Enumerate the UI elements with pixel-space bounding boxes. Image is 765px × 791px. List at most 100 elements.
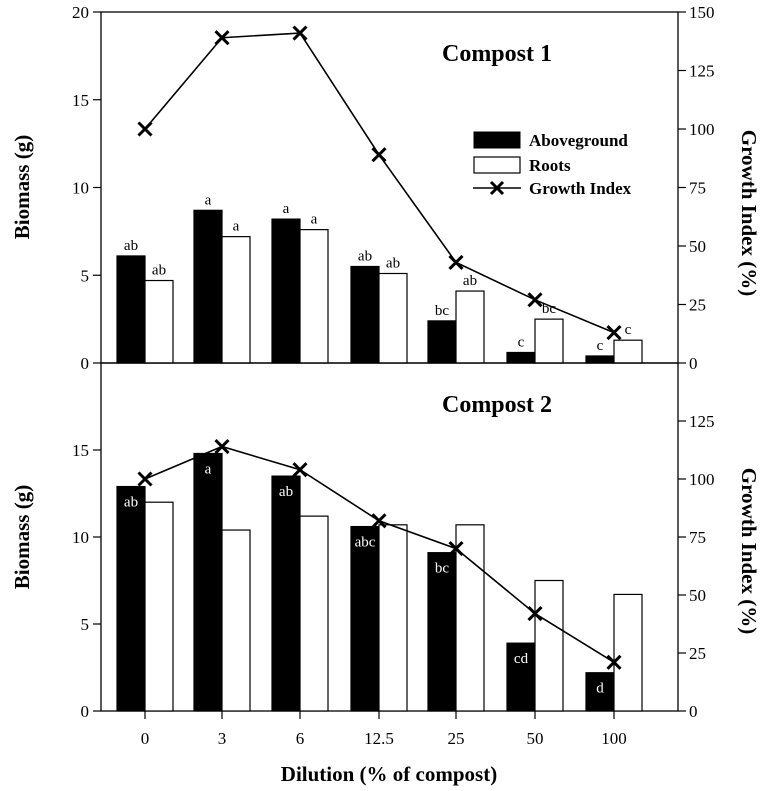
y-tick-label: 0	[81, 354, 90, 373]
x-tick-label: 6	[296, 729, 305, 748]
bar-aboveground	[116, 255, 146, 364]
y2-tick-label: 0	[689, 702, 698, 721]
bar-roots	[613, 593, 643, 712]
bar-label-aboveground: c	[518, 334, 525, 350]
bar-aboveground	[271, 475, 301, 712]
x-tick-label: 3	[218, 729, 227, 748]
y2-tick-label: 25	[689, 296, 706, 315]
bar-label-roots: ab	[386, 255, 400, 271]
growth-index-point	[448, 541, 464, 557]
bar-label-aboveground: d	[596, 681, 604, 697]
y-tick-label: 5	[81, 615, 90, 634]
bar-label-aboveground: ab	[124, 495, 138, 511]
bar-label-roots: ab	[463, 273, 477, 289]
bar-label-aboveground: a	[283, 201, 290, 217]
growth-index-point	[137, 121, 153, 137]
bar-roots	[144, 279, 174, 364]
bar-label-aboveground: a	[205, 192, 212, 208]
growth-index-point	[527, 292, 543, 308]
bar-aboveground	[585, 355, 615, 364]
bar-roots	[299, 229, 329, 364]
y2-tick-label: 75	[689, 179, 706, 198]
bar-aboveground	[585, 672, 615, 712]
bar-roots	[534, 579, 564, 712]
bar-roots	[378, 272, 408, 364]
bar-roots	[455, 524, 485, 712]
panel-compost-2: ab a ab abc bc cd d 0 5 10 15 0 25 50 75 100 125 0 3 6 12…	[10, 362, 761, 786]
growth-index-point	[371, 147, 387, 163]
bar-label-roots: a	[311, 212, 318, 228]
growth-index-point	[527, 605, 543, 622]
y2-tick-label: 100	[689, 470, 715, 489]
legend-marker-growth-index	[489, 180, 505, 196]
growth-index-point	[137, 471, 153, 487]
bar-label-roots: c	[625, 322, 632, 338]
x-tick-label: 100	[601, 729, 627, 748]
y-tick-label: 15	[72, 91, 89, 110]
y-tick-label: 10	[72, 528, 89, 547]
bar-aboveground	[193, 209, 223, 364]
y2-tick-label: 150	[689, 3, 715, 22]
growth-index-point	[448, 254, 464, 270]
growth-index-point	[214, 30, 230, 46]
y-axis-label: Biomass (g)	[10, 485, 34, 589]
y2-axis-label: Growth Index (%)	[737, 468, 761, 634]
bar-label-aboveground: bc	[435, 561, 450, 577]
bar-label-aboveground: a	[205, 461, 212, 477]
bar-label-aboveground: cd	[514, 651, 529, 667]
bar-label-roots: a	[233, 219, 240, 235]
x-tick-label: 0	[141, 729, 150, 748]
bar-roots	[534, 318, 564, 364]
bar-label-aboveground: c	[597, 338, 604, 354]
bar-roots	[613, 339, 643, 364]
panel-title: Compost 2	[442, 392, 552, 418]
bar-label-aboveground: abc	[355, 535, 376, 551]
bar-roots	[455, 290, 485, 364]
bar-label-aboveground: ab	[279, 484, 293, 500]
y2-tick-label: 50	[689, 237, 706, 256]
legend-label-growth-index: Growth Index	[529, 179, 632, 198]
y2-tick-label: 25	[689, 644, 706, 663]
bar-aboveground	[427, 320, 457, 364]
growth-index-point	[606, 654, 622, 670]
bar-aboveground	[116, 485, 146, 712]
growth-index-point	[371, 513, 387, 529]
x-axis-label: Dilution (% of compost)	[281, 762, 497, 786]
bar-roots	[299, 515, 329, 712]
bar-roots	[221, 236, 251, 364]
growth-index-point	[292, 462, 308, 478]
y-tick-label: 15	[72, 441, 89, 460]
x-tick-label: 50	[527, 729, 544, 748]
bar-roots	[378, 524, 408, 712]
bar-aboveground	[271, 218, 301, 364]
bar-label-aboveground: ab	[358, 248, 372, 264]
y-tick-label: 0	[81, 702, 90, 721]
y-tick-label: 5	[81, 266, 90, 285]
y2-tick-label: 75	[689, 528, 706, 547]
bar-label-roots: ab	[152, 263, 166, 279]
legend-label-roots: Roots	[529, 156, 571, 175]
y2-tick-label: 100	[689, 120, 715, 139]
bar-aboveground	[350, 265, 380, 364]
y2-axis-label: Growth Index (%)	[737, 130, 761, 296]
bar-roots	[221, 529, 251, 712]
bar-aboveground	[350, 525, 380, 712]
growth-index-point	[292, 25, 308, 41]
legend: Aboveground Roots Growth Index	[473, 131, 632, 198]
bar-roots	[144, 501, 174, 712]
y2-tick-label: 50	[689, 586, 706, 605]
y2-tick-label: 125	[689, 62, 715, 81]
legend-swatch-roots	[473, 156, 521, 174]
y2-tick-label: 125	[689, 412, 715, 431]
x-tick-label: 12.5	[364, 729, 394, 748]
bar-label-roots: bc	[542, 301, 557, 317]
bar-label-aboveground: ab	[124, 238, 138, 254]
y2-tick-label: 0	[689, 354, 698, 373]
legend-swatch-aboveground	[473, 131, 521, 149]
bar-aboveground	[506, 351, 536, 364]
panel-title: Compost 1	[442, 41, 552, 67]
growth-index-point	[606, 325, 622, 341]
bar-aboveground	[193, 452, 223, 712]
